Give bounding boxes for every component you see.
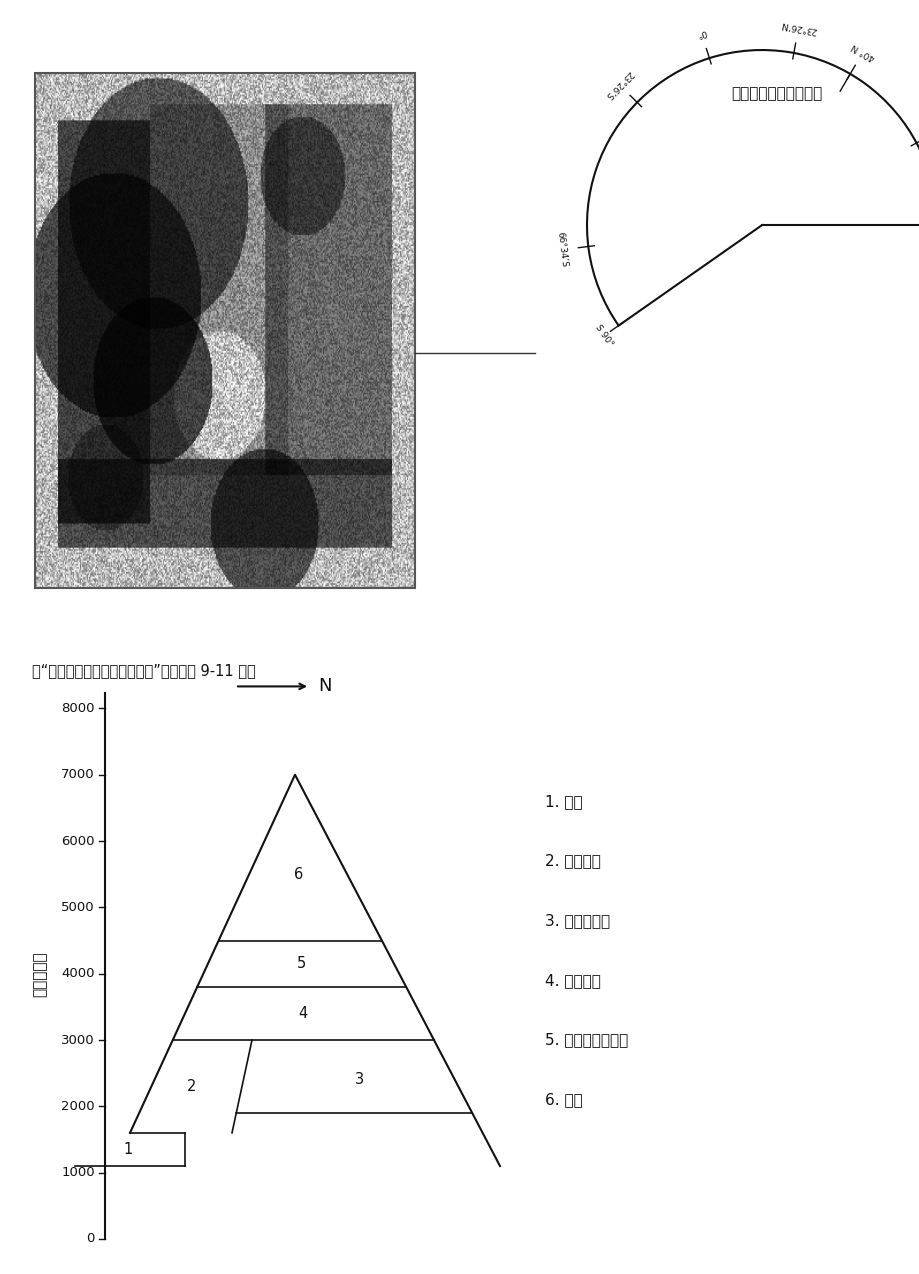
Text: 0: 0 [86,1232,95,1246]
Text: 4. 高山草踸: 4. 高山草踸 [544,973,600,987]
Text: 纪念碌半圆造型示意图: 纪念碌半圆造型示意图 [731,87,822,102]
Text: 6: 6 [293,866,302,882]
Text: 海拔（米）: 海拔（米） [32,950,48,996]
Text: 23°26’S: 23°26’S [602,69,634,101]
Text: 7000: 7000 [62,768,95,781]
Text: 0°: 0° [695,28,707,39]
Text: 23°26’N: 23°26’N [779,19,817,36]
Text: 4: 4 [298,1006,307,1020]
Text: 6000: 6000 [62,834,95,847]
Text: 5. 垒状植被、地衣: 5. 垒状植被、地衣 [544,1032,628,1047]
Text: 5000: 5000 [62,901,95,913]
Text: 5: 5 [296,957,305,971]
Text: 1000: 1000 [62,1166,95,1180]
Text: 2. 山地草原: 2. 山地草原 [544,854,600,869]
Bar [35,73,414,589]
Text: 3: 3 [354,1073,363,1087]
Text: N: N [318,678,331,696]
Text: 1: 1 [123,1142,132,1157]
Text: 读“我国某山地典型植被带谱图”，回答第 9-11 题。: 读“我国某山地典型植被带谱图”，回答第 9-11 题。 [32,664,255,678]
Text: 2000: 2000 [62,1099,95,1112]
Text: 66°34’S: 66°34’S [555,232,569,268]
Text: 3. 山地针叶林: 3. 山地针叶林 [544,913,609,929]
Text: S 90°: S 90° [593,324,614,349]
Text: 1. 荒漠: 1. 荒漠 [544,794,582,809]
Text: 2: 2 [187,1079,196,1094]
Text: 40° N: 40° N [849,41,876,61]
Text: 3000: 3000 [62,1033,95,1046]
Text: 4000: 4000 [62,967,95,980]
Text: 6. 冰雪: 6. 冰雪 [544,1092,582,1107]
Text: 8000: 8000 [62,702,95,715]
